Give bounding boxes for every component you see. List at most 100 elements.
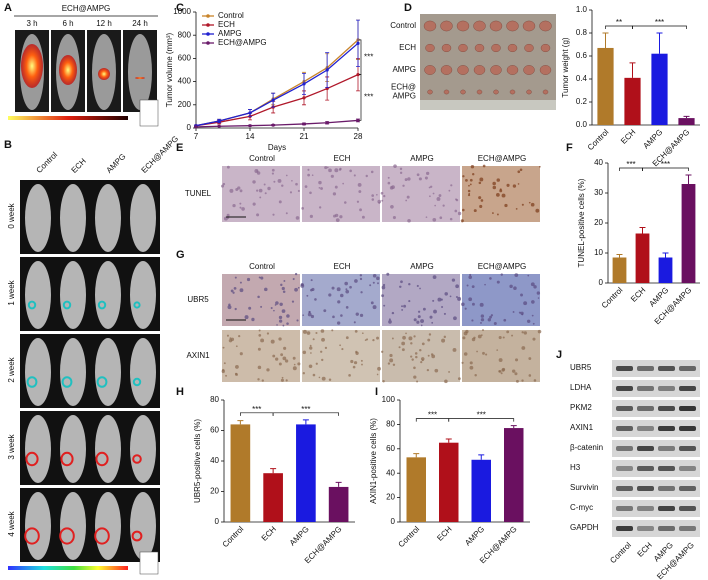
cell <box>258 188 263 193</box>
cell <box>311 174 314 177</box>
cell <box>286 314 290 318</box>
cell <box>320 187 323 190</box>
cell <box>337 300 341 304</box>
cell <box>414 352 418 355</box>
cell <box>235 373 238 376</box>
signal <box>21 44 43 88</box>
scale-legend <box>139 99 159 127</box>
column-label: ECH@AMPG <box>478 262 527 271</box>
cell <box>221 184 225 188</box>
cell <box>345 306 349 309</box>
panel-letter: J <box>556 349 562 361</box>
cell <box>278 319 283 323</box>
cell <box>282 324 285 327</box>
cell <box>372 273 377 278</box>
mouse-body <box>128 34 152 110</box>
cell <box>431 321 434 324</box>
cell <box>239 288 244 293</box>
cell <box>274 304 277 306</box>
cell <box>429 315 433 319</box>
cell <box>463 352 468 356</box>
week-label: 0 week <box>7 202 16 228</box>
cell <box>256 213 260 217</box>
band <box>637 526 654 531</box>
x-tick-label: 21 <box>300 132 309 141</box>
mouse-body <box>60 338 86 406</box>
cell <box>511 334 514 337</box>
cell <box>307 173 311 177</box>
cell <box>372 281 375 284</box>
cell <box>437 297 442 302</box>
cell <box>273 309 275 312</box>
x-tick-label: Control <box>397 524 422 549</box>
cell <box>391 311 395 315</box>
week-label: 4 week <box>7 510 16 536</box>
cell <box>469 183 472 186</box>
cell <box>252 202 256 206</box>
cell <box>359 208 362 212</box>
cell <box>334 185 338 189</box>
cell <box>468 275 473 280</box>
cell <box>480 321 482 324</box>
cell <box>517 170 521 174</box>
cell <box>503 318 507 322</box>
cell <box>339 215 343 219</box>
cell <box>354 330 358 333</box>
cell <box>297 189 300 193</box>
cell <box>308 364 313 369</box>
cell <box>328 378 332 382</box>
tumor <box>456 20 470 32</box>
band <box>658 486 675 491</box>
blot <box>612 440 700 457</box>
cell <box>454 209 458 213</box>
cell <box>533 285 537 289</box>
cell <box>302 329 307 334</box>
y-tick-label: 0 <box>599 278 604 287</box>
cell <box>434 204 436 207</box>
mouse-body <box>95 415 121 483</box>
cell <box>370 301 374 305</box>
cell <box>413 318 417 322</box>
band <box>616 486 633 491</box>
cell <box>309 344 312 347</box>
time-label: 24 h <box>132 19 148 28</box>
panel-letter: B <box>4 139 12 151</box>
time-label: 3 h <box>26 19 37 28</box>
panel-title: ECH@AMPG <box>62 4 111 13</box>
band <box>637 486 654 491</box>
cell <box>321 358 324 362</box>
cell <box>428 186 431 189</box>
y-tick-label: 0.4 <box>576 74 588 83</box>
cell <box>474 373 477 377</box>
cell <box>469 178 473 182</box>
cell <box>342 182 344 185</box>
error-bar <box>629 62 636 78</box>
cell <box>464 307 467 310</box>
panel-letter: H <box>176 386 184 398</box>
cell <box>498 370 501 373</box>
cell <box>480 318 485 322</box>
tumor <box>523 65 535 75</box>
tumor <box>524 43 534 53</box>
cell <box>306 294 309 297</box>
x-tick-label: 7 <box>194 132 199 141</box>
cell <box>420 319 425 324</box>
cell <box>496 280 500 284</box>
tumor <box>540 43 551 53</box>
blot <box>612 460 700 477</box>
cell <box>462 336 466 340</box>
cell <box>251 317 255 322</box>
cell <box>493 322 497 326</box>
y-tick-label: 200 <box>178 100 192 109</box>
cell <box>432 275 437 279</box>
cell <box>375 193 378 196</box>
cell <box>406 195 410 199</box>
band <box>616 446 633 451</box>
cell <box>257 295 260 299</box>
bar <box>230 424 251 522</box>
cell <box>359 277 363 281</box>
time-label: 12 h <box>96 19 112 28</box>
cell <box>330 174 334 178</box>
band <box>658 406 675 411</box>
point <box>356 41 360 45</box>
